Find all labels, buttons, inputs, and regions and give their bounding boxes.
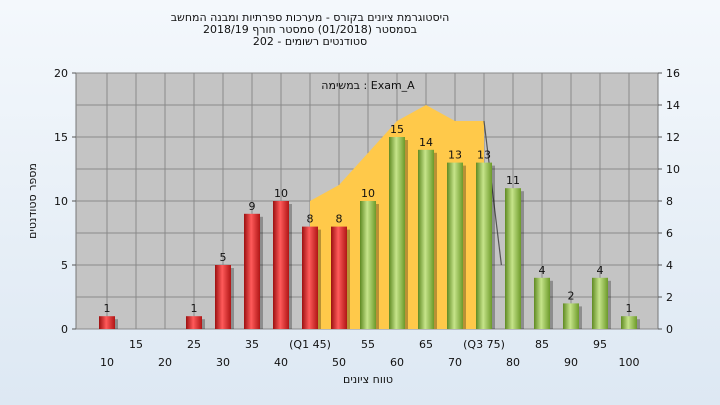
bar xyxy=(360,201,376,329)
y2-tick-label: 8 xyxy=(666,195,673,208)
data-label: 13 xyxy=(448,149,462,162)
data-label: 4 xyxy=(539,264,546,277)
data-label: 9 xyxy=(249,200,256,213)
data-label: 2 xyxy=(568,289,575,302)
data-label: 11 xyxy=(506,174,520,187)
x-tick-label: 35 xyxy=(245,338,259,351)
y-tick-label: 5 xyxy=(61,259,68,272)
x-tick-label: 60 xyxy=(390,356,404,369)
bars xyxy=(99,137,640,329)
bar xyxy=(592,277,608,329)
chart-title: היסטוגרמת ציונים בקורס - מערכות ספרתיות … xyxy=(171,11,450,48)
bar xyxy=(418,149,434,329)
bar xyxy=(302,226,318,329)
x-tick-label: 85 xyxy=(535,338,549,351)
data-label: 15 xyxy=(390,123,404,136)
y-axis-title: מספר סטודנטים xyxy=(26,163,39,239)
bar xyxy=(447,162,463,329)
x-tick-label: (Q1 45) xyxy=(289,338,331,351)
x-tick-label: 95 xyxy=(593,338,607,351)
y-axis-left: 0 5 10 15 20 xyxy=(54,67,76,336)
x-tick-label: 55 xyxy=(361,338,375,351)
data-label: 8 xyxy=(336,213,343,226)
data-label: 8 xyxy=(307,213,314,226)
title-line-1: היסטוגרמת ציונים בקורס - מערכות ספרתיות … xyxy=(171,11,450,24)
bar xyxy=(621,316,637,329)
y-tick-label: 15 xyxy=(54,131,68,144)
y2-tick-label: 14 xyxy=(666,99,680,112)
y-tick-label: 0 xyxy=(61,323,68,336)
data-label: 14 xyxy=(419,136,433,149)
x-tick-label: 80 xyxy=(506,356,520,369)
data-label: 13 xyxy=(477,149,491,162)
data-label: 5 xyxy=(220,251,227,264)
bar xyxy=(389,137,405,329)
y2-tick-label: 6 xyxy=(666,227,673,240)
bar xyxy=(215,265,231,329)
bar xyxy=(331,226,347,329)
y2-tick-label: 4 xyxy=(666,259,673,272)
bar xyxy=(563,303,579,329)
x-tick-label: 65 xyxy=(419,338,433,351)
band-shadow-line xyxy=(483,120,502,266)
y2-tick-label: 12 xyxy=(666,131,680,144)
y2-tick-label: 0 xyxy=(666,323,673,336)
y2-tick-label: 16 xyxy=(666,67,680,80)
bar xyxy=(476,162,492,329)
y-tick-label: 10 xyxy=(54,195,68,208)
data-label: 1 xyxy=(191,302,198,315)
title-line-2: בסמסטר (01/2018) סמסטר חורף 2018/19 xyxy=(203,23,417,36)
y-tick-label: 20 xyxy=(54,67,68,80)
x-tick-label: (Q3 75) xyxy=(463,338,505,351)
x-tick-label: 15 xyxy=(129,338,143,351)
x-tick-label: 70 xyxy=(448,356,462,369)
data-label: 1 xyxy=(626,302,633,315)
x-tick-label: 90 xyxy=(564,356,578,369)
x-tick-label: 50 xyxy=(332,356,346,369)
y-axis-right: 0 2 4 6 8 10 12 14 16 xyxy=(658,67,680,336)
title-line-3: סטודנטים רשומים - 202 xyxy=(253,35,367,48)
data-label: 1 xyxy=(104,302,111,315)
x-tick-label: 100 xyxy=(619,356,640,369)
bar xyxy=(186,316,202,329)
x-tick-label: 10 xyxy=(100,356,114,369)
bar xyxy=(244,213,260,329)
data-label: 10 xyxy=(361,187,375,200)
bar xyxy=(534,277,550,329)
x-axis: 15 25 35 (Q1 45) 55 65 (Q3 75) 85 95 10 20 30 40 50 60… xyxy=(100,338,640,369)
chart-subtitle: במשימה : Exam_A xyxy=(321,79,415,92)
x-tick-label: 25 xyxy=(187,338,201,351)
y2-tick-label: 2 xyxy=(666,291,673,304)
y2-tick-label: 10 xyxy=(666,163,680,176)
bar xyxy=(505,188,521,329)
x-tick-label: 40 xyxy=(274,356,288,369)
x-tick-label: 20 xyxy=(158,356,172,369)
data-label: 4 xyxy=(597,264,604,277)
x-axis-title: טווח ציונים xyxy=(343,373,393,386)
x-tick-label: 30 xyxy=(216,356,230,369)
data-label: 10 xyxy=(274,187,288,200)
bar xyxy=(273,201,289,329)
bar xyxy=(99,316,115,329)
